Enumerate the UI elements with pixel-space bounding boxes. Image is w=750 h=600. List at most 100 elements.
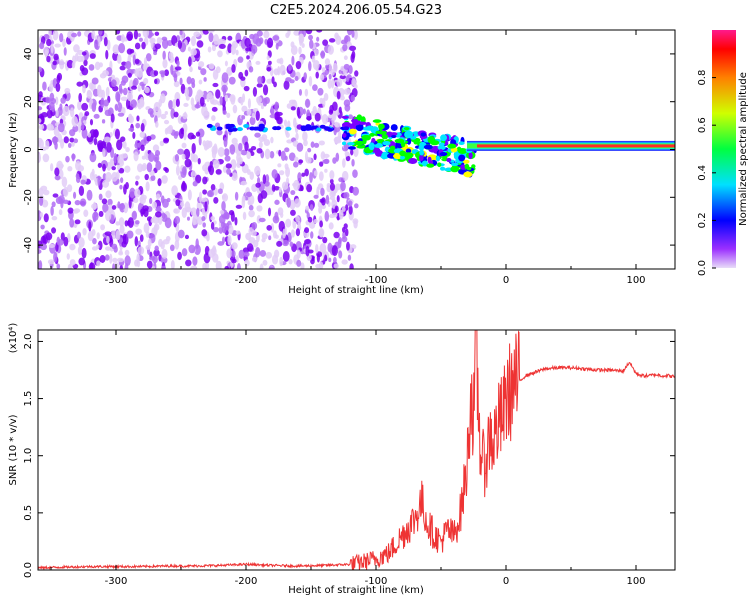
spectrogram-noise-cell (119, 224, 125, 234)
spectrogram-noise-cell (117, 112, 125, 117)
spectrogram-noise-cell (238, 157, 243, 165)
spectrogram-noise-cell (91, 30, 96, 40)
spectrogram-noise-cell (139, 234, 144, 242)
spectrogram-noise-cell (226, 248, 233, 259)
spectrogram-noise-cell (38, 152, 41, 163)
spectrogram-noise-cell (324, 168, 328, 173)
spectrogram-noise-cell (278, 220, 285, 232)
spectrogram-noise-cell (283, 80, 290, 90)
spectrogram-noise-cell (145, 231, 150, 238)
spectrogram-noise-cell (329, 196, 336, 201)
spectrogram-noise-cell (296, 249, 301, 259)
spectrogram-noise-cell (122, 140, 127, 149)
spectrogram-noise-cell (147, 108, 154, 115)
spectrogram-noise-cell (347, 254, 352, 261)
spectrogram-noise-cell (285, 131, 290, 138)
spectrogram-noise-cell (50, 125, 55, 131)
spectrogram-noise-cell (338, 209, 344, 220)
spectrogram-noise-cell (307, 216, 313, 223)
colorbar-label: Normalized spectral amplitude (738, 72, 749, 226)
spectrogram-noise-cell (188, 244, 196, 254)
spectrogram-carrier-cell (305, 126, 312, 131)
spectrogram-noise-cell (226, 168, 232, 175)
spectrogram-noise-cell (352, 186, 359, 196)
spectrogram-noise-cell (267, 207, 272, 217)
spectrogram-transition-cell (419, 149, 425, 156)
spectrogram-noise-cell (354, 203, 359, 209)
spectrogram-noise-cell (294, 75, 299, 82)
spectrogram-transition-cell (439, 166, 446, 171)
spectrogram-transition-cell (423, 144, 433, 150)
spectrogram-noise-cell (103, 99, 109, 107)
spectrogram-noise-cell (305, 98, 311, 108)
spectrogram-noise-cell (296, 259, 302, 267)
spectrogram-noise-cell (288, 152, 296, 162)
spectrogram-noise-cell (119, 184, 123, 190)
spectrogram-noise-cell (107, 198, 113, 206)
spectrogram-noise-cell (294, 156, 299, 162)
spectrogram-noise-cell (164, 110, 168, 115)
snr-line-group (38, 330, 675, 570)
snr-y-tick-label: 0.0 (23, 562, 34, 578)
spectrogram-noise-cell (84, 111, 90, 117)
spectrogram-transition-cell (458, 154, 466, 162)
spectrogram-noise-cell (43, 213, 49, 223)
spectrogram-noise-cell (78, 237, 85, 248)
spectrogram-noise-cell (259, 249, 267, 257)
spectrogram-noise-cell (73, 138, 79, 144)
spectrogram-noise-cell (67, 263, 73, 269)
spectrogram-noise-cell (301, 172, 306, 177)
spectrogram-transition-cell (399, 150, 407, 157)
spectrogram-noise-cell (62, 38, 66, 48)
spectrogram-noise-cell (115, 91, 121, 102)
spectrogram-noise-cell (244, 259, 250, 267)
spectrogram-transition-cell (347, 141, 355, 146)
spectrogram-noise-cell (83, 59, 88, 67)
spectrogram-noise-cell (210, 184, 216, 191)
spectrogram-noise-cell (198, 191, 202, 203)
spectrogram-noise-cell (89, 118, 94, 126)
spectrogram-transition-cell (464, 163, 470, 170)
spectrogram-noise-cell (157, 178, 162, 187)
spectrogram-noise-cell (313, 170, 318, 177)
spectrogram-noise-cell (231, 63, 236, 73)
spectrogram-noise-cell (39, 42, 45, 50)
spectrogram-noise-cell (156, 37, 163, 45)
spectrogram-noise-cell (164, 119, 170, 125)
spectrogram-carrier-cell (231, 127, 238, 132)
spectrogram-noise-cell (305, 30, 313, 35)
spectrogram-noise-cell (351, 78, 357, 86)
spectrogram-noise-cell (146, 135, 152, 142)
spectrogram-noise-cell (154, 43, 162, 50)
spectrogram-noise-cell (137, 84, 141, 92)
spectrogram-noise-cell (338, 177, 344, 183)
spectrogram-noise-cell (328, 222, 334, 230)
spectrogram-noise-cell (45, 96, 50, 104)
spectrogram-noise-cell (92, 211, 99, 222)
spectrogram-noise-cell (71, 153, 75, 162)
spectrogram-noise-cell (283, 119, 288, 127)
spectrogram-noise-cell (81, 67, 89, 76)
spectrogram-noise-cell (318, 261, 324, 269)
spectrogram-noise-cell (58, 209, 63, 216)
spectrogram-noise-cell (329, 182, 336, 191)
spectrogram-transition-cell (348, 146, 356, 150)
snr-frame (37, 329, 676, 571)
spectrogram-noise-cell (235, 204, 243, 209)
spectrogram-noise-cell (128, 115, 134, 124)
spectrogram-noise-cell (250, 145, 257, 151)
spectrogram-noise-cell (234, 216, 238, 226)
spectrogram-noise-cell (186, 76, 192, 85)
spectrogram-transition-cell (471, 164, 476, 169)
spectrogram-noise-cell (230, 159, 237, 170)
spectrogram-noise-cell (105, 171, 112, 182)
signal-band-core (477, 144, 675, 148)
spectrogram-noise-cell (91, 203, 98, 210)
spectrogram-noise-cell (120, 96, 128, 102)
spectrogram-noise-cell (243, 85, 250, 92)
spectrogram-noise-cell (243, 251, 250, 257)
spectrogram-noise-cell (141, 163, 147, 171)
spectrogram-noise-cell (273, 185, 280, 191)
spectrogram-noise-cell (196, 40, 204, 48)
snr-x-ticks: -300 -200 -100 0 100 (50, 330, 646, 587)
